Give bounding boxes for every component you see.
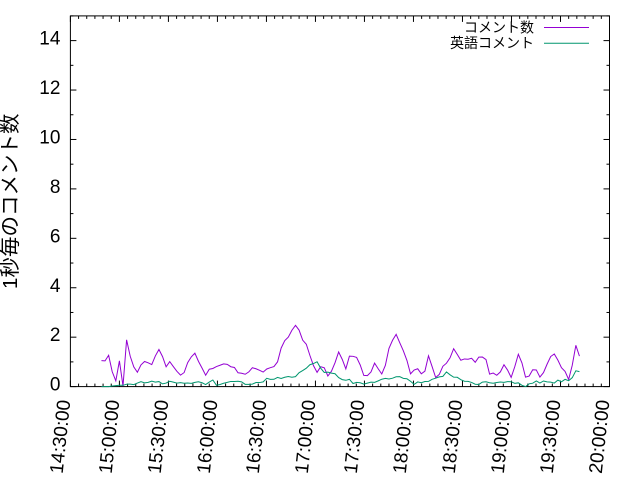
svg-text:コメント数: コメント数 bbox=[464, 20, 534, 36]
svg-text:10: 10 bbox=[39, 127, 60, 148]
svg-text:14:30:00: 14:30:00 bbox=[47, 399, 76, 475]
svg-text:15:00:00: 15:00:00 bbox=[96, 399, 125, 475]
svg-text:2: 2 bbox=[50, 325, 61, 346]
svg-text:英語コメント: 英語コメント bbox=[450, 35, 534, 51]
svg-text:8: 8 bbox=[50, 177, 61, 198]
svg-text:1秒毎のコメント数: 1秒毎のコメント数 bbox=[0, 114, 22, 289]
svg-text:6: 6 bbox=[50, 226, 61, 247]
svg-text:19:00:00: 19:00:00 bbox=[488, 399, 517, 475]
svg-text:18:00:00: 18:00:00 bbox=[390, 399, 419, 475]
svg-text:0: 0 bbox=[50, 375, 61, 396]
svg-text:4: 4 bbox=[50, 276, 61, 297]
svg-text:18:30:00: 18:30:00 bbox=[439, 399, 468, 475]
svg-text:15:30:00: 15:30:00 bbox=[145, 399, 174, 475]
svg-text:12: 12 bbox=[39, 78, 60, 99]
svg-text:19:30:00: 19:30:00 bbox=[537, 399, 566, 475]
svg-text:17:30:00: 17:30:00 bbox=[341, 399, 370, 475]
svg-text:14: 14 bbox=[39, 29, 61, 50]
svg-text:20:00:00: 20:00:00 bbox=[586, 399, 615, 475]
svg-text:16:00:00: 16:00:00 bbox=[194, 399, 223, 475]
svg-text:17:00:00: 17:00:00 bbox=[292, 399, 321, 475]
svg-text:16:30:00: 16:30:00 bbox=[243, 399, 272, 475]
